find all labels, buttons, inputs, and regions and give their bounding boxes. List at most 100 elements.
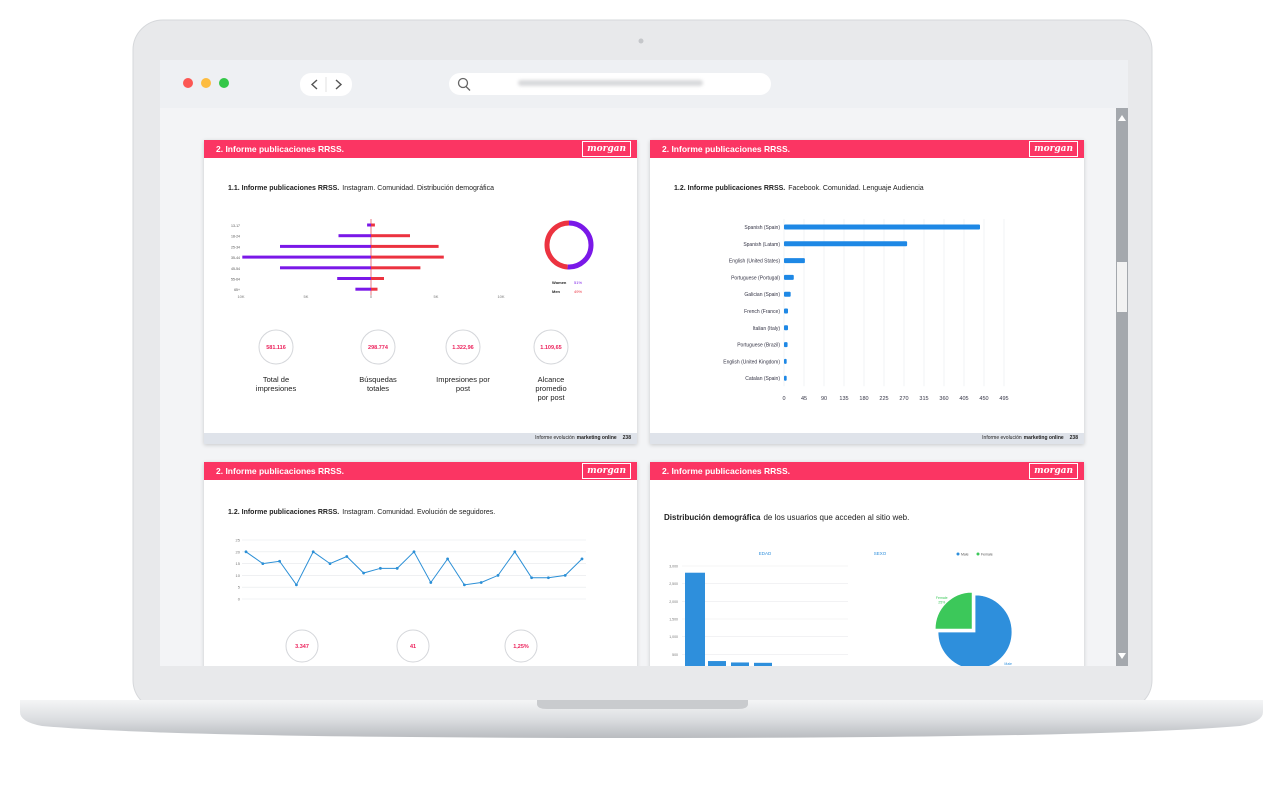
kpi-value: 1.322,96	[452, 345, 473, 351]
page-number: 238	[622, 435, 631, 441]
line-point	[362, 571, 365, 575]
bar	[685, 572, 705, 666]
row-label: 25-34	[231, 245, 240, 249]
line-point	[479, 581, 483, 584]
slice-name: Female	[936, 596, 948, 600]
donut-segment	[567, 220, 594, 270]
pyramid-bar	[338, 234, 371, 238]
close-dot[interactable]	[183, 78, 193, 88]
x-tick-label: 225	[879, 396, 888, 402]
legend-label: Women	[552, 280, 567, 285]
kpi-circle	[533, 329, 569, 365]
x-tick-label: 45	[801, 396, 807, 402]
slide-footer: Informe evolución marketing online 238	[204, 433, 637, 444]
line-point	[345, 555, 349, 558]
legend-dot	[956, 552, 960, 556]
category-label: Portuguese (Brazil)	[737, 343, 780, 349]
legend-value: 51%	[574, 280, 582, 285]
slice-value: 25%	[938, 600, 945, 604]
line-point	[429, 581, 433, 584]
line-point	[295, 583, 298, 587]
line-point	[278, 559, 281, 563]
slide-header: 2. Informe publicaciones RRSS.	[204, 140, 637, 158]
bar	[784, 308, 788, 314]
base-notch	[537, 700, 748, 709]
category-label: Italian (Italy)	[753, 326, 781, 332]
bar	[784, 258, 805, 264]
footer-text: Informe evolución	[535, 435, 575, 441]
subtitle-text: Facebook. Comunidad. Lenguaje Audiencia	[788, 185, 924, 192]
subtitle-bold: Distribución demográfica	[664, 513, 761, 522]
bar	[784, 325, 788, 331]
pyramid-bar	[371, 223, 375, 227]
bar	[784, 358, 787, 364]
slide-subtitle: 1.2. Informe publicaciones RRSS. Instagra…	[228, 509, 495, 516]
slide-subtitle: 1.1. Informe publicaciones RRSS. Instagra…	[228, 185, 494, 192]
slide-charts: 13-17 18-24 25-34 35-44 45-54 55-64 65+ 10K 5K 0 5…	[231, 219, 594, 365]
y-tick-label: 0	[238, 597, 241, 602]
kpi-value: 298.774	[368, 345, 389, 351]
kpi-label: Alcance promedio por post	[535, 375, 567, 402]
bar	[731, 662, 749, 666]
line-point	[395, 566, 399, 570]
line-point	[379, 566, 382, 570]
slide-charts: EDAD05001,0001,5002,0002,5003,000SEXOMal…	[669, 551, 1013, 666]
search-icon	[457, 77, 469, 89]
category-label: Catalan (Spain)	[745, 376, 780, 382]
pyramid-bar	[242, 255, 371, 259]
maximize-dot[interactable]	[219, 78, 229, 88]
pyramid-bar	[371, 277, 384, 280]
line-point	[513, 550, 517, 554]
kpi-circle	[360, 329, 396, 365]
slide-footer: Informe evolución marketing online 238	[650, 433, 1084, 444]
x-tick-label: 450	[979, 396, 988, 402]
pyramid-bar	[371, 266, 421, 270]
subtitle-bold: 1.2. Informe publicaciones RRSS.	[674, 185, 786, 192]
pyramid-bar	[280, 244, 371, 248]
page-number: 238	[1069, 435, 1078, 441]
y-tick-label: 2,500	[669, 582, 678, 586]
line-point	[328, 562, 332, 565]
followers-line	[245, 550, 583, 586]
subtitle-bold: 1.1. Informe publicaciones RRSS.	[228, 185, 340, 192]
row-label: 55-64	[231, 278, 240, 282]
kpi-circle	[258, 329, 294, 365]
y-tick-label: 25	[236, 538, 241, 543]
y-tick-label: 1,000	[669, 635, 678, 639]
pyramid-bar	[337, 277, 371, 280]
x-tick-label: 90	[821, 396, 827, 402]
line-point	[496, 574, 500, 577]
kpi-value: 1.109,65	[540, 345, 561, 351]
bar	[784, 342, 788, 348]
category-label: English (United Kingdom)	[723, 359, 780, 365]
slide-header-title: 2. Informe publicaciones RRSS.	[662, 466, 791, 476]
category-label: Spanish (Latam)	[743, 242, 780, 248]
minimize-dot[interactable]	[201, 78, 211, 88]
line-point	[530, 576, 533, 580]
blurred-url	[518, 80, 703, 86]
line-point	[547, 576, 550, 580]
report-slide: 2. Informe publicaciones RRSS. morgan Dist…	[650, 462, 1084, 666]
chart-title: SEXO	[874, 551, 887, 556]
x-tick-label: 135	[839, 396, 848, 402]
y-tick-label: 1,500	[669, 618, 678, 622]
line-point	[311, 550, 315, 554]
y-tick-label: 500	[672, 653, 678, 657]
nav-arrows	[310, 79, 343, 90]
kpi-circle	[285, 629, 319, 663]
pyramid-bar	[367, 223, 371, 227]
subtitle-text: de los usuarios que acceden al sitio web…	[763, 513, 910, 522]
laptop-base	[20, 700, 1263, 738]
bar	[784, 274, 794, 280]
x-tick-label: 360	[939, 396, 948, 402]
slide-subtitle: 1.2. Informe publicaciones RRSS. Facebook…	[674, 185, 924, 192]
pyramid-bar	[371, 234, 410, 238]
pyramid-bar	[371, 255, 444, 259]
scrollbar-thumb[interactable]	[1117, 262, 1127, 312]
category-label: English (United States)	[729, 259, 780, 265]
line-point	[261, 562, 265, 565]
y-tick-label: 3,000	[669, 565, 678, 569]
kpi-value: 1,25%	[513, 644, 529, 650]
bar	[784, 224, 980, 230]
